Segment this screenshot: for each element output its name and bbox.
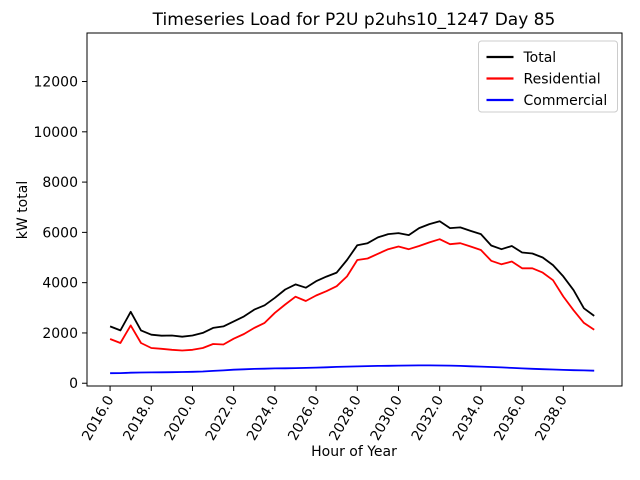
y-tick-label: 2000 (42, 326, 78, 342)
y-tick-label: 12000 (33, 75, 78, 91)
series-line-total (109, 220, 595, 338)
series-line-commercial (110, 364, 595, 375)
y-tick-label: 8000 (42, 175, 78, 191)
plot-area-border (86, 32, 623, 387)
legend-box (478, 40, 618, 113)
legend-label-total: Total (523, 50, 557, 66)
series-lines (109, 220, 595, 375)
legend-label-residential: Residential (524, 72, 601, 88)
x-axis-label: Hour of Year (311, 444, 397, 460)
y-axis-label: kW total (15, 181, 31, 239)
legend-label-commercial: Commercial (524, 93, 608, 109)
series-line-residential (109, 238, 595, 352)
y-tick-label: 10000 (33, 125, 78, 141)
y-axis-ticks: 0 2000 4000 6000 8000 10000 12000 (33, 75, 87, 392)
chart-title: Timeseries Load for P2U p2uhs10_1247 Day… (152, 10, 556, 30)
y-tick-label: 6000 (42, 225, 78, 241)
y-tick-label: 0 (69, 376, 78, 392)
y-tick-label: 4000 (42, 276, 78, 292)
legend: Total Residential Commercial (478, 40, 618, 113)
